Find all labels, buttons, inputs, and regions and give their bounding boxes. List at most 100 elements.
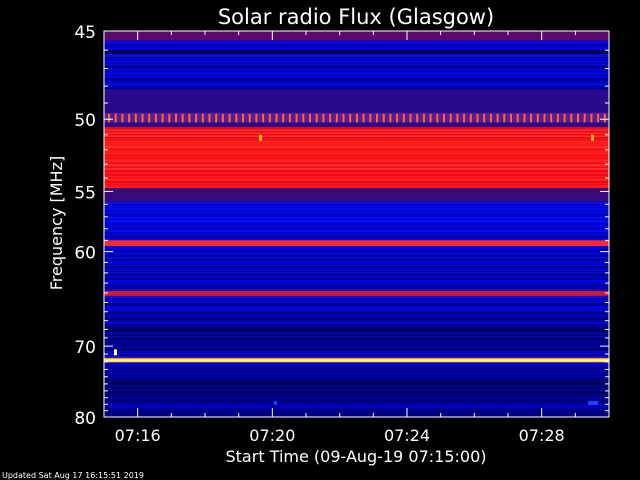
texture-row — [104, 339, 609, 340]
emission-dot — [235, 113, 238, 123]
texture-row — [104, 214, 609, 215]
texture-row — [104, 266, 609, 267]
texture-row — [104, 366, 609, 367]
x-axis-label: Start Time (09-Aug-19 07:15:00) — [226, 447, 487, 466]
texture-row — [104, 89, 609, 90]
x-tick-label: 07:28 — [519, 426, 565, 445]
texture-row — [104, 313, 609, 314]
texture-row — [104, 237, 609, 238]
emission-texture — [104, 173, 609, 175]
texture-row — [104, 72, 609, 73]
emission-texture — [104, 170, 609, 172]
emission-dot — [288, 113, 291, 123]
emission-texture — [104, 165, 609, 167]
y-axis-label: Frequency [MHz] — [47, 156, 66, 290]
texture-row — [104, 314, 609, 315]
emission-dot — [389, 113, 392, 123]
texture-row — [104, 236, 609, 237]
emission-dot — [436, 113, 439, 123]
emission-dot — [329, 113, 332, 123]
texture-row — [104, 265, 609, 266]
texture-row — [104, 350, 609, 351]
texture-row — [104, 316, 609, 317]
texture-row — [104, 70, 609, 71]
texture-row — [104, 61, 609, 62]
texture-row — [104, 62, 609, 63]
texture-row — [104, 371, 609, 372]
texture-row — [104, 77, 609, 78]
emission-texture — [104, 171, 609, 173]
texture-row — [104, 85, 609, 86]
emission-dot — [516, 113, 519, 123]
texture-row — [104, 78, 609, 79]
emission-dot — [456, 113, 459, 123]
texture-row — [104, 278, 609, 279]
spike-mark — [114, 349, 117, 356]
emission-dot — [577, 113, 579, 123]
texture-row — [104, 280, 609, 281]
texture-row — [104, 357, 609, 358]
emission-texture — [104, 150, 609, 152]
emission-texture — [104, 158, 609, 160]
texture-row — [104, 288, 609, 289]
texture-row — [104, 407, 609, 408]
texture-row — [104, 272, 609, 273]
texture-row — [104, 379, 609, 380]
emission-texture — [104, 180, 609, 182]
texture-row — [104, 412, 609, 413]
texture-row — [104, 88, 609, 89]
texture-row — [104, 377, 609, 378]
emission-texture — [104, 176, 609, 178]
texture-row — [104, 370, 609, 371]
texture-row — [104, 222, 609, 223]
emission-texture — [104, 153, 609, 155]
texture-row — [104, 257, 609, 258]
texture-row — [104, 210, 609, 211]
emission-texture — [104, 154, 609, 156]
texture-row — [104, 229, 609, 230]
texture-row — [104, 270, 609, 271]
texture-row — [104, 283, 609, 284]
texture-row — [104, 401, 609, 402]
emission-texture — [104, 142, 609, 144]
texture-row — [104, 208, 609, 209]
texture-row — [104, 281, 609, 282]
x-tick-label: 07:24 — [384, 426, 430, 445]
texture-row — [104, 386, 609, 387]
emission-dot — [161, 113, 164, 123]
texture-row — [104, 375, 609, 376]
texture-row — [104, 223, 609, 224]
emission-dot — [315, 113, 318, 123]
texture-row — [104, 233, 609, 234]
purple-band — [104, 186, 609, 202]
texture-row — [104, 203, 609, 204]
texture-row — [104, 279, 609, 280]
emission-texture — [104, 133, 609, 135]
emission-texture — [104, 134, 609, 136]
texture-row — [104, 302, 609, 303]
texture-row — [104, 356, 609, 357]
texture-row — [104, 268, 609, 269]
emission-texture — [104, 167, 609, 169]
emission-texture — [104, 129, 609, 131]
texture-row — [104, 299, 609, 300]
spike-mark — [274, 400, 277, 405]
texture-row — [104, 324, 609, 325]
emission-dot — [201, 113, 204, 123]
x-tick-label: 07:20 — [249, 426, 295, 445]
emission-dot — [570, 113, 573, 123]
x-tick-label: 07:16 — [115, 426, 161, 445]
emission-dot — [362, 113, 365, 123]
texture-row — [104, 261, 609, 262]
texture-row — [104, 289, 609, 290]
texture-row — [104, 315, 609, 316]
texture-row — [104, 390, 609, 391]
texture-row — [104, 300, 609, 301]
texture-row — [104, 398, 609, 399]
texture-row — [104, 337, 609, 338]
emission-dot — [121, 113, 124, 123]
texture-row — [104, 224, 609, 225]
emission-dot — [556, 113, 559, 123]
texture-row — [104, 397, 609, 398]
top-edge-band — [104, 31, 609, 41]
